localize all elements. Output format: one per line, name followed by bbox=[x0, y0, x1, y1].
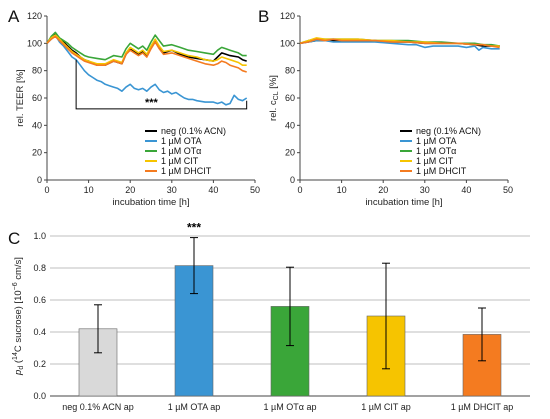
y-label-p: p bbox=[13, 370, 24, 376]
x-category-label: 1 µM OTα ap bbox=[264, 402, 317, 412]
legend-label: 1 µM CIT bbox=[416, 156, 454, 166]
x-tick-label: 10 bbox=[337, 185, 347, 195]
y-tick-label: 120 bbox=[280, 11, 295, 21]
x-category-label: neg 0.1% ACN ap bbox=[62, 402, 134, 412]
y-tick-label: 120 bbox=[27, 11, 42, 21]
chart-panel-a: A 0 20 40 60 80 100 120 0 10 20 30 40 50 incubation ti… bbox=[8, 7, 260, 208]
y-tick-label: 0 bbox=[290, 175, 295, 185]
legend-label: 1 µM OTα bbox=[161, 146, 201, 156]
x-axis-label: incubation time [h] bbox=[365, 197, 442, 208]
legend-label: 1 µM OTA bbox=[416, 136, 457, 146]
panel-label: B bbox=[258, 7, 269, 26]
x-tick-label: 30 bbox=[420, 185, 430, 195]
y-tick-label: 60 bbox=[32, 93, 42, 103]
y-axis-label: rel. cCL [%] bbox=[268, 75, 280, 121]
x-tick-label: 10 bbox=[84, 185, 94, 195]
series-line-ota bbox=[299, 39, 500, 51]
y-tick-label: 0.6 bbox=[33, 295, 46, 305]
y-tick-label: 0 bbox=[37, 175, 42, 185]
significance-bracket bbox=[75, 59, 248, 110]
y-axis-label: rel. TEER [%] bbox=[15, 69, 26, 126]
legend-label: 1 µM OTα bbox=[416, 146, 456, 156]
y-tick-label: 20 bbox=[285, 148, 295, 158]
y-tick-label: 0.8 bbox=[33, 263, 46, 273]
y-label-mid: C sucrose) [10 bbox=[13, 290, 24, 352]
y-label-tail: cm/s] bbox=[13, 257, 24, 282]
series-line-cit bbox=[46, 34, 247, 66]
y-tick-label: 80 bbox=[32, 66, 42, 76]
y-axis-label-sub: CL bbox=[273, 91, 280, 100]
panel-label: A bbox=[8, 7, 20, 26]
y-axis-label: pd (14C sucrose) [10−6 cm/s] bbox=[12, 257, 25, 376]
y-tick-label: 1.0 bbox=[33, 231, 46, 241]
legend-label: 1 µM DHCIT bbox=[161, 166, 212, 176]
chart-panel-b: B 0 20 40 60 80 100 120 0 10 20 30 40 50 incubation ti… bbox=[258, 7, 513, 208]
legend-label: 1 µM CIT bbox=[161, 156, 199, 166]
x-tick-label: 40 bbox=[208, 185, 218, 195]
series-line-dhcit bbox=[46, 35, 247, 73]
y-tick-label: 0.0 bbox=[33, 391, 46, 401]
x-tick-label: 0 bbox=[44, 185, 49, 195]
series-line-otalpha bbox=[46, 31, 247, 61]
y-tick-label: 0.4 bbox=[33, 327, 46, 337]
significance-annotation: *** bbox=[145, 97, 159, 109]
x-tick-label: 30 bbox=[167, 185, 177, 195]
y-label-sup: 14 bbox=[12, 352, 19, 360]
legend-label: neg (0.1% ACN) bbox=[416, 126, 481, 136]
y-tick-label: 40 bbox=[285, 120, 295, 130]
x-tick-label: 50 bbox=[503, 185, 513, 195]
y-tick-label: 40 bbox=[32, 120, 42, 130]
y-tick-label: 100 bbox=[27, 38, 42, 48]
y-tick-label: 20 bbox=[32, 148, 42, 158]
x-tick-label: 40 bbox=[461, 185, 471, 195]
legend-label: 1 µM DHCIT bbox=[416, 166, 467, 176]
panel-label: C bbox=[8, 229, 20, 248]
legend-label: 1 µM OTA bbox=[161, 136, 202, 146]
x-tick-label: 0 bbox=[297, 185, 302, 195]
x-axis-label: incubation time [h] bbox=[112, 197, 189, 208]
y-tick-label: 80 bbox=[285, 66, 295, 76]
legend-label: neg (0.1% ACN) bbox=[161, 126, 226, 136]
y-label-paren: ( bbox=[13, 359, 24, 366]
series-line-ota bbox=[46, 34, 248, 106]
x-tick-label: 20 bbox=[125, 185, 135, 195]
series-line-neg bbox=[46, 33, 247, 66]
series-line-dhcit bbox=[299, 38, 500, 49]
y-label-exp: −6 bbox=[12, 282, 19, 290]
y-tick-label: 100 bbox=[280, 38, 295, 48]
x-category-label: 1 µM DHCIT ap bbox=[451, 402, 514, 412]
y-label-sub: d bbox=[18, 366, 25, 370]
x-tick-label: 20 bbox=[378, 185, 388, 195]
x-category-label: 1 µM CIT ap bbox=[361, 402, 411, 412]
chart-panel-c: C 0.0 0.2 0.4 0.6 0.8 1.0 pd (14C sucrose) [10−… bbox=[8, 221, 530, 412]
x-tick-label: 50 bbox=[250, 185, 260, 195]
y-tick-label: 60 bbox=[285, 93, 295, 103]
x-category-label: 1 µM OTA ap bbox=[168, 402, 221, 412]
significance-annotation: *** bbox=[187, 221, 201, 235]
y-tick-label: 0.2 bbox=[33, 359, 46, 369]
y-axis-label-unit: [%] bbox=[268, 75, 279, 91]
y-axis-label-main: rel. c bbox=[268, 100, 279, 121]
